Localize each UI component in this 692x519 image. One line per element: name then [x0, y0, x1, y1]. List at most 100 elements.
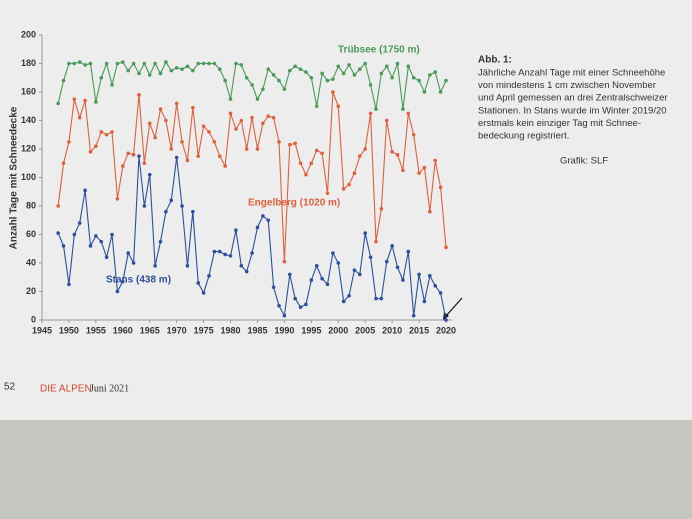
x-tick-label: 1970: [167, 325, 187, 335]
data-point: [277, 140, 281, 144]
data-point: [147, 121, 152, 126]
data-point: [433, 284, 438, 288]
y-tick-label: 180: [21, 58, 36, 68]
y-tick-label: 160: [21, 86, 36, 96]
data-point: [358, 67, 362, 71]
data-point: [363, 147, 368, 151]
data-point: [72, 97, 77, 101]
data-point: [374, 296, 378, 301]
data-point: [336, 261, 341, 265]
data-point: [395, 152, 400, 157]
data-point: [314, 148, 319, 153]
data-point: [266, 218, 271, 223]
y-axis-label: Anzahl Tage mit Schneedecke: [9, 106, 20, 249]
data-point: [142, 204, 147, 208]
data-point: [379, 71, 384, 76]
data-point: [304, 302, 308, 307]
data-point: [336, 104, 341, 109]
data-point: [153, 61, 157, 66]
data-point: [72, 61, 77, 66]
data-point: [207, 61, 211, 66]
data-point: [104, 61, 109, 66]
data-point: [411, 75, 416, 80]
data-point: [282, 87, 287, 91]
x-tick-label: 2005: [355, 325, 375, 335]
data-point: [401, 168, 405, 173]
data-point: [217, 67, 222, 71]
table-surface: [0, 420, 692, 519]
x-tick-label: 1965: [140, 325, 160, 335]
data-point: [277, 78, 281, 83]
data-point: [293, 296, 297, 301]
issue: Juni 2021: [90, 383, 129, 394]
data-point: [298, 305, 303, 309]
data-point: [185, 64, 190, 69]
x-tick-label: 1955: [86, 325, 106, 335]
data-point: [379, 296, 384, 301]
data-point: [174, 155, 179, 160]
data-point: [223, 78, 227, 83]
caption-line: von mindestens 1 cm zwischen November: [478, 80, 656, 91]
data-point: [228, 111, 233, 116]
data-point: [56, 204, 60, 208]
data-point: [428, 209, 432, 214]
data-point: [368, 255, 373, 260]
data-point: [304, 70, 308, 74]
data-point: [83, 63, 87, 67]
data-point: [266, 114, 271, 119]
data-point: [153, 135, 157, 140]
x-tick-label: 1960: [113, 325, 133, 335]
data-point: [390, 150, 394, 154]
data-point: [164, 209, 168, 214]
x-tick-label: 2020: [436, 325, 456, 335]
data-point: [309, 75, 314, 80]
data-point: [137, 154, 141, 158]
data-point: [433, 158, 438, 163]
data-point: [368, 83, 373, 87]
data-point: [234, 228, 238, 233]
caption-line: Stationen. In Stans wurde im Winter 2019…: [478, 105, 667, 116]
data-point: [341, 187, 346, 191]
data-point: [390, 75, 394, 80]
data-point: [212, 140, 217, 144]
data-point: [422, 299, 427, 304]
data-point: [131, 152, 136, 157]
data-point: [379, 207, 384, 211]
data-point: [406, 64, 411, 69]
data-point: [191, 209, 195, 214]
data-point: [320, 71, 324, 76]
data-point: [191, 105, 195, 110]
data-point: [384, 64, 389, 69]
y-tick-label: 80: [26, 200, 36, 210]
data-point: [401, 107, 405, 111]
data-point: [433, 70, 438, 74]
data-point: [314, 104, 319, 109]
data-point: [196, 154, 201, 158]
data-point: [293, 64, 297, 69]
data-point: [304, 172, 308, 177]
data-point: [169, 147, 174, 151]
data-point: [287, 142, 292, 147]
data-point: [164, 118, 168, 123]
data-point: [137, 93, 141, 97]
data-point: [223, 252, 227, 257]
data-point: [417, 171, 421, 176]
series-label: Trübsee (1750 m): [338, 45, 420, 56]
data-point: [444, 318, 448, 322]
paper: [0, 0, 692, 420]
data-point: [331, 251, 335, 255]
data-point: [180, 204, 184, 208]
data-point: [336, 64, 341, 69]
x-tick-label: 1990: [274, 325, 294, 335]
data-point: [261, 87, 265, 91]
data-point: [395, 265, 400, 270]
data-point: [444, 245, 448, 250]
data-point: [153, 264, 157, 268]
x-tick-label: 1995: [301, 325, 321, 335]
data-point: [72, 232, 77, 237]
data-point: [56, 231, 60, 235]
data-point: [158, 239, 163, 244]
data-point: [352, 73, 357, 77]
data-point: [83, 188, 87, 193]
